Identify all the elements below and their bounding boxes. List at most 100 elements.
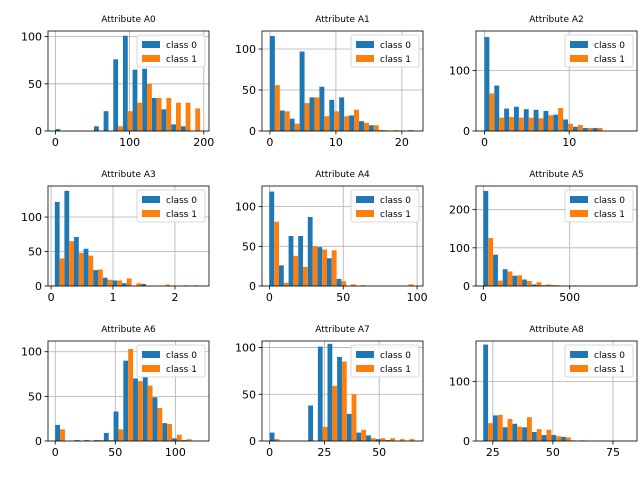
x-tick-label: 25 [317, 446, 331, 459]
x-tick-label: 200 [193, 136, 214, 149]
x-tick-label: 100 [407, 291, 428, 304]
bar-class1 [136, 283, 142, 286]
axes-frame [261, 340, 424, 442]
x-tick-label: 0 [52, 446, 59, 459]
bar-class0 [523, 109, 529, 131]
legend: class 0 class 1 [136, 34, 206, 68]
bar-class1 [509, 117, 514, 131]
bar-class0 [93, 270, 99, 286]
bar-class0 [142, 376, 148, 441]
bar-class1 [497, 414, 503, 441]
subplot-7: 0 50 100 0 50 100 Attribute A6 class 0 class 1 [21, 325, 210, 459]
y-tick-label: 100 [21, 211, 42, 224]
bar-class0 [180, 126, 186, 131]
legend-label-class1: class 1 [380, 55, 411, 65]
bar-class0 [55, 129, 61, 131]
bar-class1 [334, 111, 340, 131]
bar-class1 [108, 440, 114, 441]
bar-class0 [494, 85, 500, 131]
bar-class0 [142, 68, 148, 131]
y-tick-label: 100 [235, 342, 256, 355]
y-tick-label: 50 [242, 84, 256, 97]
x-tick-label: 0 [48, 291, 55, 304]
bar-class0 [162, 423, 168, 441]
x-tick-label: 1 [110, 291, 117, 304]
legend: class 0 class 1 [350, 189, 420, 223]
bar-class0 [408, 130, 414, 131]
y-tick-label: 100 [449, 64, 470, 77]
bar-class1 [517, 275, 523, 286]
bar-class1 [117, 280, 122, 286]
bar-class1 [314, 97, 320, 131]
bar-class0 [288, 236, 294, 286]
bar-class0 [582, 127, 588, 131]
y-tick-label: 100 [235, 201, 256, 214]
y-tick-label: 50 [28, 390, 42, 403]
y-tick-label: 0 [35, 280, 42, 293]
bar-class1 [393, 130, 399, 131]
legend: class 0 class 1 [564, 34, 634, 68]
bar-class1 [488, 423, 493, 441]
x-tick-label: 0 [266, 136, 273, 149]
bar-class0 [358, 121, 364, 131]
bar-class1 [409, 439, 415, 441]
bar-class1 [60, 429, 65, 441]
legend-label-class1: class 1 [380, 365, 411, 375]
bar-class1 [167, 424, 172, 441]
bar-class1 [548, 115, 554, 131]
bar-class0 [269, 35, 275, 132]
bar-class1 [147, 83, 152, 131]
bar-class0 [513, 106, 519, 131]
bar-class1 [341, 361, 347, 441]
y-tick-label: 50 [28, 78, 42, 91]
legend: class 0 class 1 [564, 344, 634, 378]
y-tick-label: 50 [242, 240, 256, 253]
bar-class0 [309, 97, 315, 131]
bar-class0 [375, 439, 381, 441]
legend: class 0 class 1 [350, 34, 420, 68]
legend-label-class0: class 0 [166, 41, 197, 51]
bar-class0 [83, 248, 89, 286]
bar-class1 [137, 381, 143, 441]
bar-class1 [78, 252, 84, 286]
bar-class1 [99, 440, 104, 441]
chart-title: Attribute A8 [529, 325, 584, 335]
legend-swatch-class0 [570, 196, 588, 203]
bar-class1 [324, 116, 330, 131]
x-tick-label: 20 [395, 136, 409, 149]
legend-swatch-class0 [356, 351, 374, 358]
bar-class0 [289, 118, 295, 131]
bar-class0 [493, 254, 498, 286]
bar-class0 [522, 279, 527, 286]
axes-frame [47, 30, 210, 132]
bar-class1 [59, 258, 65, 286]
legend-label-class0: class 0 [380, 351, 411, 361]
chart-title: Attribute A1 [315, 15, 369, 25]
chart-title: Attribute A4 [315, 170, 370, 180]
subplot-9: 25 50 75 0 100 Attribute A8 class 0 class 1 [449, 325, 638, 459]
legend-label-class0: class 0 [594, 41, 625, 51]
bar-class0 [122, 35, 128, 131]
legend-label-class1: class 1 [380, 210, 411, 220]
bar-class0 [551, 435, 557, 441]
bar-class0 [346, 413, 352, 441]
bar-class1 [126, 278, 132, 286]
bar-class0 [298, 236, 303, 286]
bar-class1 [147, 385, 153, 441]
x-tick-label: 50 [546, 446, 560, 459]
bar-class1 [284, 111, 290, 131]
y-tick-label: 0 [463, 280, 470, 293]
legend-swatch-class1 [570, 365, 588, 372]
bar-class0 [123, 360, 129, 441]
bar-class0 [337, 356, 342, 441]
bar-class1 [185, 102, 191, 131]
bar-class0 [356, 432, 362, 441]
bar-class0 [512, 275, 518, 286]
bar-class0 [94, 440, 100, 441]
bar-class1 [88, 255, 94, 286]
legend: class 0 class 1 [564, 189, 634, 223]
bar-class0 [54, 201, 60, 286]
bar-class0 [349, 115, 355, 131]
chart-title: Attribute A0 [101, 15, 156, 25]
chart-title: Attribute A2 [529, 15, 583, 25]
